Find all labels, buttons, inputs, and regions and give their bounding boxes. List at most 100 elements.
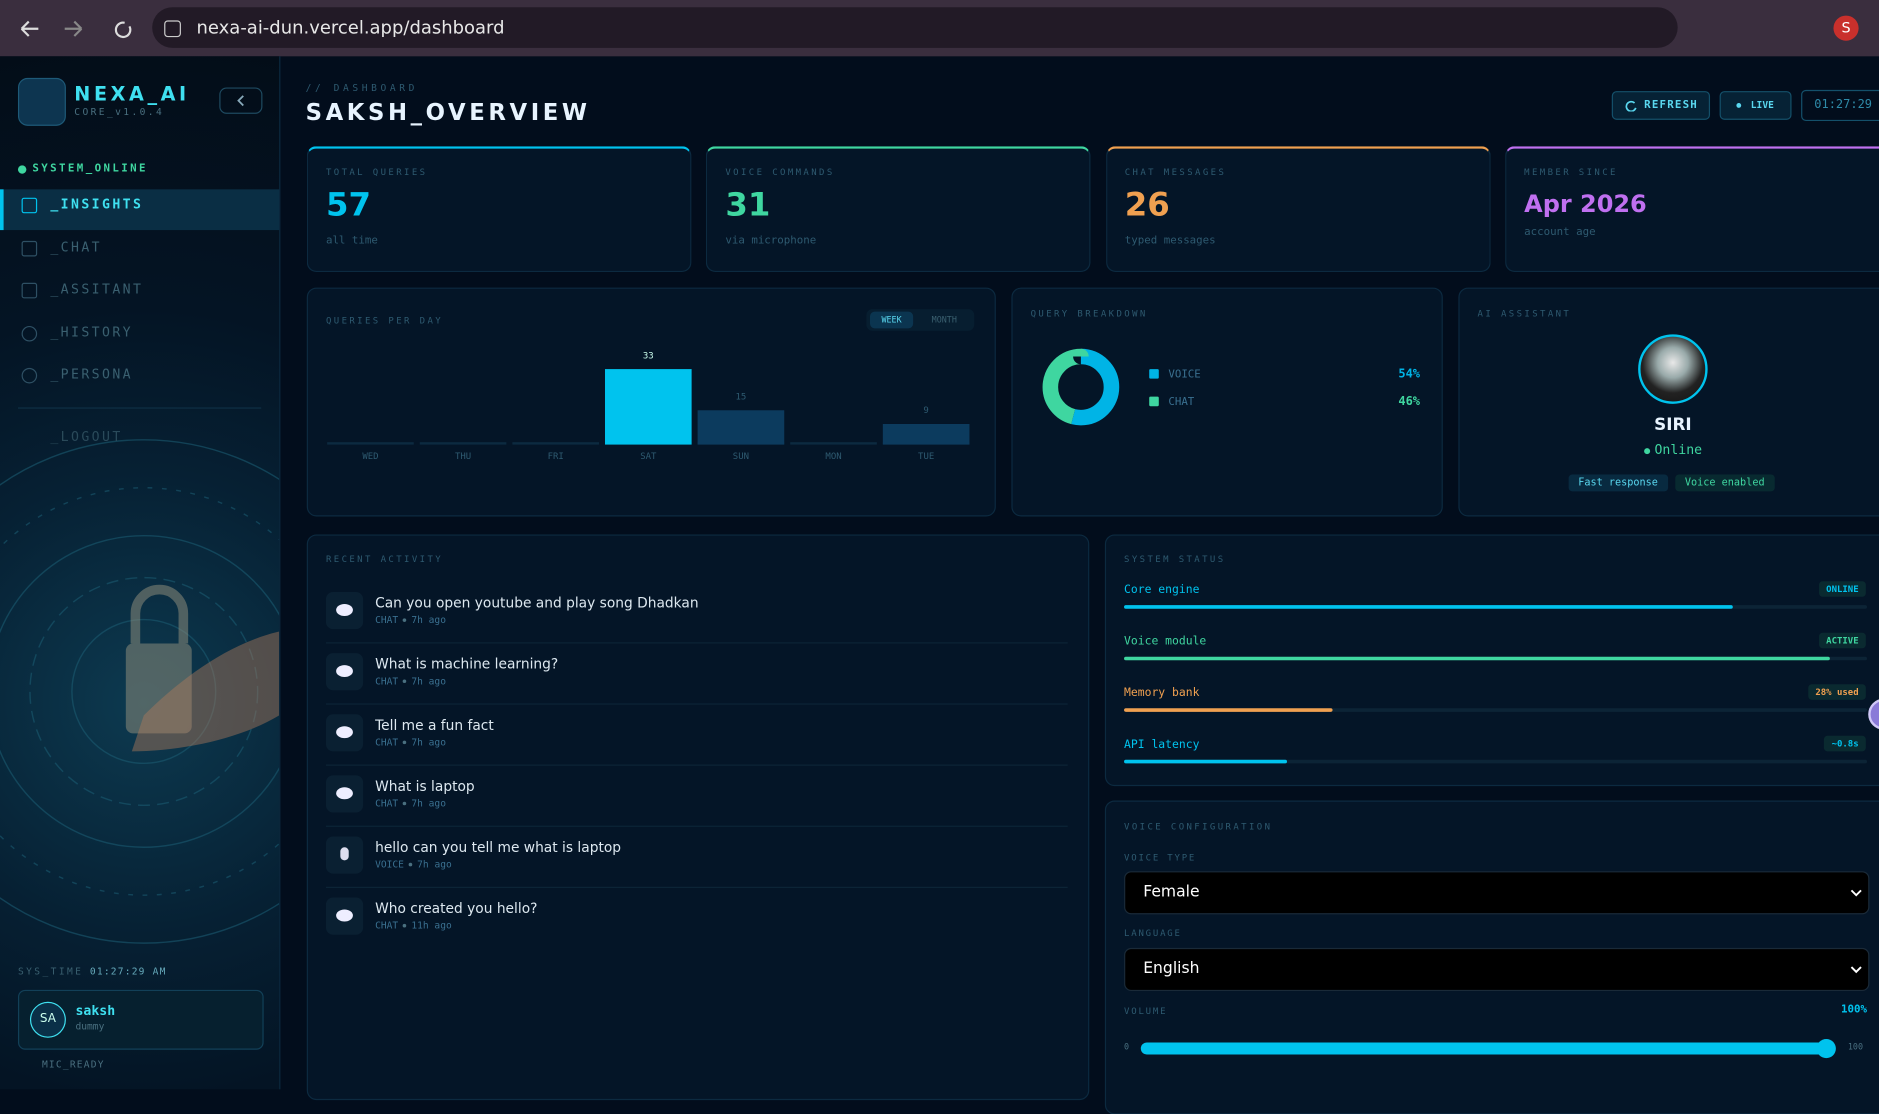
nav-icon (21, 197, 38, 214)
activity-meta: VOICE 7h ago (375, 859, 452, 870)
nav-item[interactable]: _INSIGHTS (50, 196, 144, 213)
separator (408, 862, 413, 867)
stat-value: 57 (325, 186, 371, 225)
bar-value-label: 9 (923, 406, 928, 416)
card-title: RECENT ACTIVITY (325, 553, 444, 565)
legend-swatch (1149, 396, 1159, 407)
bubble-shape (336, 909, 353, 922)
background-art (0, 439, 280, 944)
logo-icon (17, 77, 66, 126)
nav-icon (21, 325, 38, 341)
language-select[interactable]: English (1124, 947, 1870, 992)
decoration (114, 21, 132, 39)
sidebar: NEXA_AI CORE_v1.0.4 SYSTEM_ONLINE _LOGOU… (0, 56, 281, 1090)
x-tick-label: SAT (640, 452, 657, 462)
bar-track (512, 442, 599, 445)
select-value: Female (1143, 883, 1200, 902)
nav-item[interactable]: _CHAT (50, 239, 103, 255)
activity-text: Who created you hello? (375, 899, 538, 917)
separator (402, 618, 407, 622)
tab-week[interactable]: WEEK (869, 311, 914, 329)
refresh-button[interactable]: REFRESH (1611, 91, 1711, 120)
bar (604, 369, 692, 445)
activity-icon (325, 591, 364, 630)
activity-icon (325, 714, 364, 752)
volume-max: 100 (1847, 1042, 1864, 1053)
breakdown-card (1011, 287, 1443, 517)
system-status: SYSTEM_ONLINE (32, 162, 148, 175)
chevron (1850, 966, 1862, 974)
bar (882, 423, 970, 445)
stat-sub: typed messages (1124, 234, 1216, 247)
profile-avatar[interactable]: S (1833, 15, 1859, 41)
divider (325, 825, 1068, 827)
stat-sub: all time (325, 234, 378, 247)
activity-meta: CHAT 7h ago (375, 737, 446, 748)
activity-time: 7h ago (417, 859, 452, 870)
volume-value: 100% (1841, 1004, 1868, 1017)
activity-icon (325, 836, 364, 874)
activity-time: 11h ago (411, 920, 452, 932)
legend-value: 54% (1398, 366, 1420, 380)
field-label: LANGUAGE (1124, 927, 1182, 939)
icon (336, 909, 353, 922)
voice-type-select[interactable]: Female (1124, 871, 1870, 915)
stat-label: MEMBER SINCE (1524, 166, 1618, 178)
nav-icon (21, 367, 38, 384)
url[interactable]: nexa-ai-dun.vercel.app/dashboard (196, 16, 505, 39)
card-title: SYSTEM STATUS (1124, 553, 1226, 565)
status-bar (1124, 656, 1830, 661)
decoration (130, 584, 189, 644)
x-tick-label: WED (362, 452, 378, 462)
icon (340, 847, 349, 861)
activity-time: 7h ago (411, 675, 446, 687)
volume-slider[interactable] (1140, 1038, 1836, 1059)
slider-fill (1140, 1042, 1827, 1055)
activity-type: VOICE (375, 859, 404, 870)
stat-value: Apr 2026 (1524, 189, 1647, 219)
nav-item[interactable]: _ASSITANT (50, 281, 144, 298)
decoration (1850, 889, 1862, 897)
assistant-status: Online (1553, 442, 1793, 458)
tag: Fast response (1568, 474, 1668, 492)
divider (325, 703, 1068, 705)
status-badge: ONLINE (1818, 581, 1866, 597)
chevron (1850, 889, 1862, 897)
status-badge: 28% used (1808, 684, 1866, 700)
decoration (29, 576, 259, 807)
bar-value-label: 33 (643, 351, 654, 361)
tab-month[interactable]: MONTH (931, 315, 957, 325)
site-info-icon[interactable] (164, 20, 181, 38)
stat-sub: account age (1524, 226, 1596, 239)
status-badge: ACTIVE (1818, 632, 1866, 649)
legend-label: VOICE (1168, 367, 1200, 380)
version: CORE_v1.0.4 (74, 106, 165, 118)
logout[interactable]: _LOGOUT (50, 429, 123, 445)
activity-icon (325, 775, 364, 813)
nav-icon (21, 240, 38, 256)
address-bar[interactable] (152, 7, 1678, 48)
nav-item[interactable]: _PERSONA (50, 366, 133, 383)
x-tick-label: THU (455, 452, 471, 462)
decoration (0, 439, 280, 944)
assistant-name: SIRI (1654, 415, 1692, 435)
status-name: Memory bank (1124, 686, 1200, 700)
legend-value: 46% (1398, 394, 1420, 408)
collapse-button[interactable] (219, 87, 263, 114)
decoration (131, 631, 280, 752)
nav-buttons[interactable] (17, 17, 137, 41)
x-tick-label: MON (825, 452, 841, 462)
online-dot (17, 165, 27, 174)
logo: NEXA_AI (74, 82, 190, 106)
card-title: AI ASSISTANT (1477, 307, 1572, 319)
browser-bar: nexa-ai-dun.vercel.app/dashboard S (0, 0, 1879, 57)
activity-time: 7h ago (411, 614, 446, 626)
nav-item[interactable]: _HISTORY (50, 324, 133, 340)
activity-text: What is laptop (375, 777, 475, 795)
legend-swatch (1149, 369, 1159, 379)
stat-value: 26 (1124, 186, 1170, 225)
icon (336, 665, 353, 678)
